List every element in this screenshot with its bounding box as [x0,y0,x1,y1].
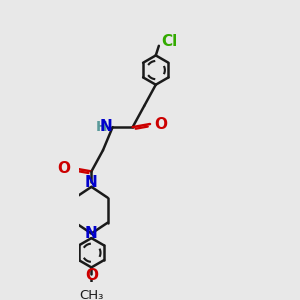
Text: Cl: Cl [161,34,177,50]
Text: H: H [96,120,108,134]
Text: N: N [85,175,98,190]
Text: CH₃: CH₃ [79,289,104,300]
Text: N: N [100,119,112,134]
Text: O: O [85,268,98,284]
Text: O: O [154,116,167,131]
Text: N: N [85,226,98,241]
Text: O: O [57,161,70,176]
